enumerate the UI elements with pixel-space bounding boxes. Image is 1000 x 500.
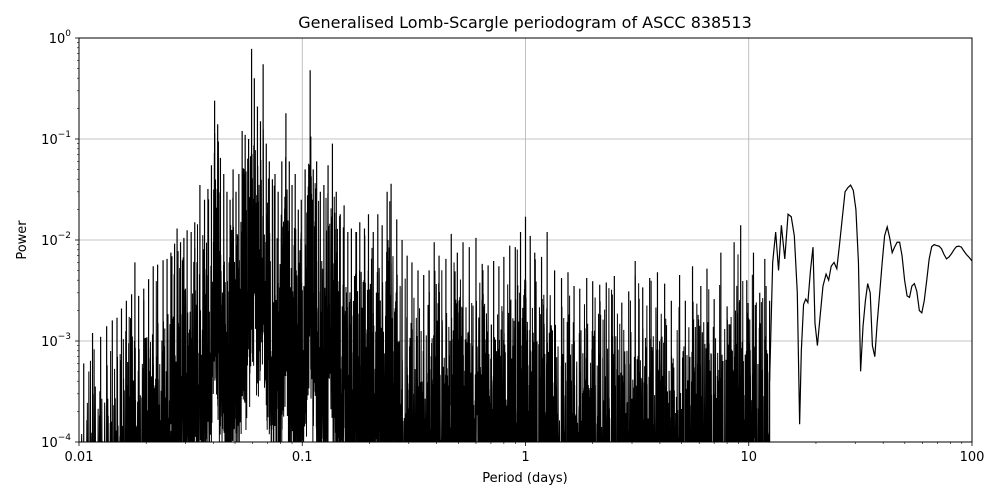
y-tick-label: 10−3 [41,332,71,350]
y-tick-label: 10−2 [41,231,71,249]
x-tick-label: 0.01 [65,450,94,465]
y-tick-label: 10−1 [41,130,71,148]
y-tick-label: 100 [49,29,72,47]
x-tick-label: 10 [740,450,757,465]
chart-title: Generalised Lomb-Scargle periodogram of … [298,13,752,32]
y-tick-label: 10−4 [41,433,71,451]
x-tick-label: 1 [521,450,529,465]
series-power [79,48,972,442]
x-tick-label: 0.1 [292,450,313,465]
series-smooth-tail [769,184,972,425]
x-axis-label: Period (days) [482,471,568,486]
y-axis-label: Power [15,220,30,260]
x-tick-label: 100 [960,450,985,465]
y-axis: 10−4 10−3 10−2 10−1 100 [41,29,79,451]
x-axis: 0.01 0.1 1 10 100 [65,442,985,465]
